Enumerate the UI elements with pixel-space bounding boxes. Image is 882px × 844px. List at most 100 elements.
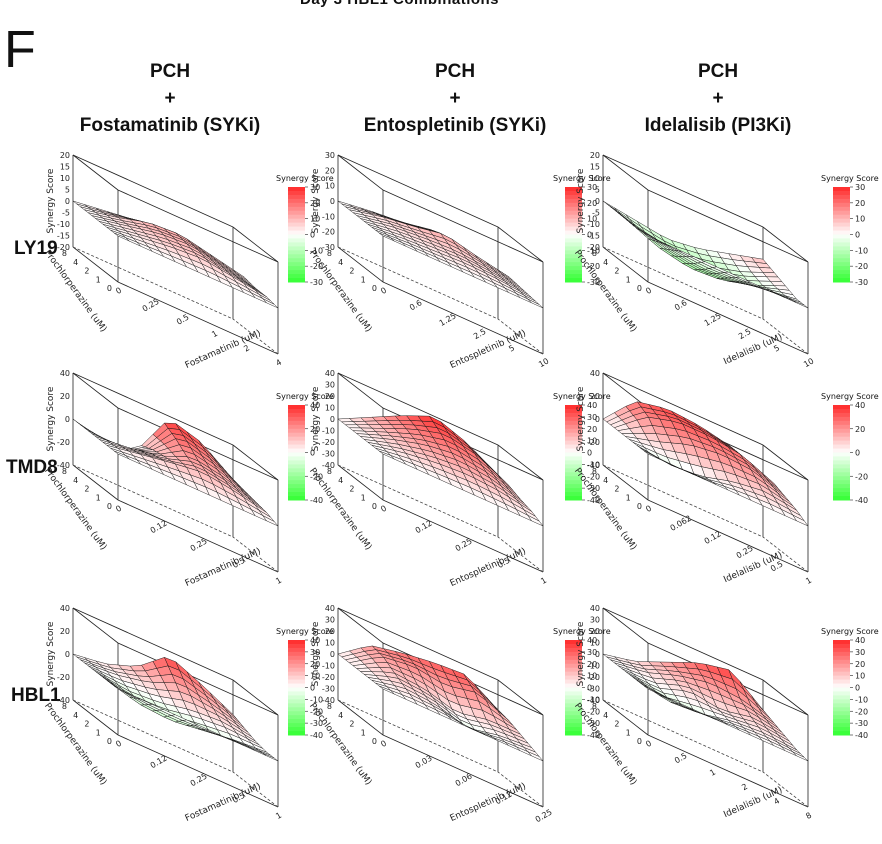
box-edge (232, 226, 279, 263)
z-tick-label: 20 (60, 627, 70, 636)
surface-plot-tmd8-entospletinib: 403020100-10-20-30-4000.120.250.5101248S… (307, 369, 611, 589)
z-axis-label: Synergy Score (576, 168, 586, 233)
legend-swatch (288, 444, 305, 450)
z-tick-label: -20 (587, 673, 600, 682)
legend-swatch (565, 691, 582, 696)
x-tick-label: 0.25 (534, 807, 554, 824)
box-edge (762, 444, 809, 481)
legend-swatch (833, 683, 850, 688)
legend-tick-label: 30 (855, 648, 865, 657)
box-hidden-edge (762, 771, 809, 808)
legend-swatch (833, 412, 850, 418)
legend-swatch (833, 258, 850, 263)
z-tick-label: 40 (325, 369, 335, 378)
y-tick-label: 0 (372, 502, 377, 511)
z-tick-label: -30 (322, 450, 335, 459)
legend-swatch (833, 270, 850, 275)
y-tick-label: 1 (96, 493, 101, 502)
x-tick-label: 5 (772, 343, 781, 353)
x-tick-label: 1 (274, 811, 283, 821)
z-tick-label: 20 (325, 627, 335, 636)
legend-swatch (565, 659, 582, 665)
y-tick-label: 4 (73, 476, 78, 485)
x-tick-label: 1 (804, 576, 813, 586)
legend-swatch (565, 234, 582, 239)
legend-tick-label: 0 (587, 449, 592, 458)
legend-tick-label: -20 (855, 472, 868, 481)
legend-swatch (565, 428, 582, 434)
x-tick-label: 5 (507, 343, 516, 353)
z-tick-label: -10 (322, 212, 335, 221)
z-tick-label: 20 (590, 392, 600, 401)
z-tick-label: 0 (65, 197, 70, 206)
legend-tick-label: 30 (587, 183, 597, 192)
legend-swatch (565, 412, 582, 418)
legend-tick-label: 20 (310, 660, 320, 669)
z-tick-label: 40 (590, 604, 600, 613)
legend-swatch (565, 202, 582, 208)
y-tick-label: 1 (96, 728, 101, 737)
legend-tick-label: -20 (310, 472, 323, 481)
legend-swatch (565, 719, 582, 724)
y-tick-label: 1 (361, 275, 366, 284)
y-tick-label: 1 (626, 275, 631, 284)
box-edge (762, 226, 809, 263)
z-tick-label: -20 (57, 438, 70, 447)
legend-tick-label: -10 (587, 246, 600, 255)
legend-tick-label: 10 (587, 672, 597, 681)
y-tick-label: 8 (327, 702, 332, 711)
legend-swatch (288, 707, 305, 712)
legend-swatch (565, 731, 582, 736)
box-edge (72, 607, 119, 644)
box-edge (117, 642, 279, 716)
legend-swatch (565, 416, 582, 422)
legend-tick-label: 30 (310, 183, 320, 192)
legend-tick-label: -10 (310, 695, 323, 704)
x-tick-label: 0.062 (669, 514, 693, 533)
y-tick-label: 2 (614, 720, 619, 729)
legend-swatch (565, 214, 582, 220)
y-tick-label: 8 (62, 467, 67, 476)
legend-swatch (833, 266, 850, 271)
surface-cell (527, 298, 544, 309)
legend-swatch (288, 412, 305, 418)
legend-swatch (565, 711, 582, 716)
box-hidden-edge (602, 699, 764, 773)
legend-swatch (565, 472, 582, 477)
legend-swatch (833, 651, 850, 657)
legend-swatch (288, 640, 305, 645)
x-axis-label: Fostamatinib (uM) (184, 547, 263, 589)
legend-swatch (833, 484, 850, 489)
legend-tick-label: -30 (587, 484, 600, 493)
box-edge (72, 464, 119, 501)
z-tick-label: -10 (322, 662, 335, 671)
legend-swatch (833, 198, 850, 204)
legend-swatch (565, 480, 582, 485)
legend-swatch (833, 424, 850, 430)
x-tick-label: 1.25 (703, 311, 723, 328)
z-tick-label: 0 (595, 415, 600, 424)
legend-swatch (565, 492, 582, 497)
box-hidden-edge (232, 536, 279, 573)
legend-swatch (565, 699, 582, 704)
legend-title: Synergy Score (553, 174, 611, 183)
legend-swatch (288, 206, 305, 212)
z-tick-label: 0 (65, 650, 70, 659)
legend-swatch (565, 640, 582, 645)
legend-swatch (288, 691, 305, 696)
legend-swatch (833, 278, 850, 283)
x-tick-label: 0 (379, 286, 388, 296)
legend-swatch (288, 699, 305, 704)
y-tick-label: 1 (626, 493, 631, 502)
legend-swatch (288, 464, 305, 469)
z-axis-label: Synergy Score (576, 386, 586, 451)
legend-swatch (288, 436, 305, 442)
legend-swatch (565, 405, 582, 410)
legend-swatch (288, 420, 305, 426)
legend-swatch (833, 190, 850, 196)
box-edge (232, 679, 279, 716)
legend-tick-label: 10 (587, 215, 597, 224)
legend-swatch (565, 218, 582, 224)
legend-swatch (288, 456, 305, 461)
